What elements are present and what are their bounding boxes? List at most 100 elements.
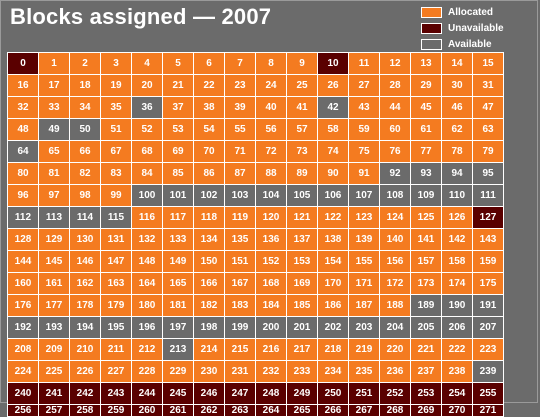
block-249-unavailable: 249 [287,383,317,404]
block-239-available: 239 [473,361,503,382]
block-112-available: 112 [8,207,38,228]
block-35-allocated: 35 [101,97,131,118]
block-193-available: 193 [39,317,69,338]
block-194-available: 194 [70,317,100,338]
block-19-allocated: 19 [101,75,131,96]
block-138-allocated: 138 [318,229,348,250]
block-41-allocated: 41 [287,97,317,118]
block-71-allocated: 71 [225,141,255,162]
block-187-allocated: 187 [349,295,379,316]
block-238-allocated: 238 [442,361,472,382]
block-68-allocated: 68 [132,141,162,162]
block-50-available: 50 [70,119,100,140]
block-225-allocated: 225 [39,361,69,382]
block-233-allocated: 233 [287,361,317,382]
block-192-available: 192 [8,317,38,338]
block-134-allocated: 134 [194,229,224,250]
block-203-available: 203 [349,317,379,338]
block-22-allocated: 22 [194,75,224,96]
block-103-available: 103 [225,185,255,206]
block-106-available: 106 [318,185,348,206]
block-185-allocated: 185 [287,295,317,316]
block-182-allocated: 182 [194,295,224,316]
block-161-allocated: 161 [39,273,69,294]
block-146-allocated: 146 [70,251,100,272]
block-3-allocated: 3 [101,53,131,74]
block-45-allocated: 45 [411,97,441,118]
block-66-allocated: 66 [70,141,100,162]
block-268-unavailable: 268 [380,405,410,416]
block-132-allocated: 132 [132,229,162,250]
block-205-available: 205 [411,317,441,338]
block-63-allocated: 63 [473,119,503,140]
block-44-allocated: 44 [380,97,410,118]
block-141-allocated: 141 [411,229,441,250]
block-27-allocated: 27 [349,75,379,96]
block-118-allocated: 118 [194,207,224,228]
block-259-unavailable: 259 [101,405,131,416]
block-105-available: 105 [287,185,317,206]
block-243-unavailable: 243 [101,383,131,404]
legend-item-allocated: Allocated [421,5,504,19]
block-34-allocated: 34 [70,97,100,118]
block-191-available: 191 [473,295,503,316]
block-228-allocated: 228 [132,361,162,382]
block-149-allocated: 149 [163,251,193,272]
block-216-allocated: 216 [256,339,286,360]
block-180-allocated: 180 [132,295,162,316]
block-98-allocated: 98 [70,185,100,206]
block-29-allocated: 29 [411,75,441,96]
block-33-allocated: 33 [39,97,69,118]
block-143-allocated: 143 [473,229,503,250]
block-67-allocated: 67 [101,141,131,162]
block-147-allocated: 147 [101,251,131,272]
block-120-allocated: 120 [256,207,286,228]
block-61-allocated: 61 [411,119,441,140]
block-114-available: 114 [70,207,100,228]
block-152-allocated: 152 [256,251,286,272]
block-2-allocated: 2 [70,53,100,74]
block-171-allocated: 171 [349,273,379,294]
block-221-allocated: 221 [411,339,441,360]
block-23-allocated: 23 [225,75,255,96]
block-165-allocated: 165 [163,273,193,294]
block-26-allocated: 26 [318,75,348,96]
block-166-allocated: 166 [194,273,224,294]
block-199-available: 199 [225,317,255,338]
block-16-allocated: 16 [8,75,38,96]
block-28-allocated: 28 [380,75,410,96]
block-83-allocated: 83 [101,163,131,184]
block-9-allocated: 9 [287,53,317,74]
block-81-allocated: 81 [39,163,69,184]
block-200-available: 200 [256,317,286,338]
block-0-unavailable: 0 [8,53,38,74]
legend-swatch-allocated [421,6,442,18]
block-54-allocated: 54 [194,119,224,140]
block-257-unavailable: 257 [39,405,69,416]
block-31-allocated: 31 [473,75,503,96]
block-265-unavailable: 265 [287,405,317,416]
block-154-allocated: 154 [318,251,348,272]
block-25-allocated: 25 [287,75,317,96]
block-49-available: 49 [39,119,69,140]
block-254-unavailable: 254 [442,383,472,404]
block-30-allocated: 30 [442,75,472,96]
block-38-allocated: 38 [194,97,224,118]
block-5-allocated: 5 [163,53,193,74]
block-113-available: 113 [39,207,69,228]
block-11-allocated: 11 [349,53,379,74]
block-224-allocated: 224 [8,361,38,382]
block-242-unavailable: 242 [70,383,100,404]
block-175-allocated: 175 [473,273,503,294]
block-267-unavailable: 267 [349,405,379,416]
block-227-allocated: 227 [101,361,131,382]
block-181-allocated: 181 [163,295,193,316]
block-247-unavailable: 247 [225,383,255,404]
block-190-available: 190 [442,295,472,316]
block-263-unavailable: 263 [225,405,255,416]
block-234-allocated: 234 [318,361,348,382]
block-271-unavailable: 271 [473,405,503,416]
block-12-allocated: 12 [380,53,410,74]
block-261-unavailable: 261 [163,405,193,416]
block-248-unavailable: 248 [256,383,286,404]
